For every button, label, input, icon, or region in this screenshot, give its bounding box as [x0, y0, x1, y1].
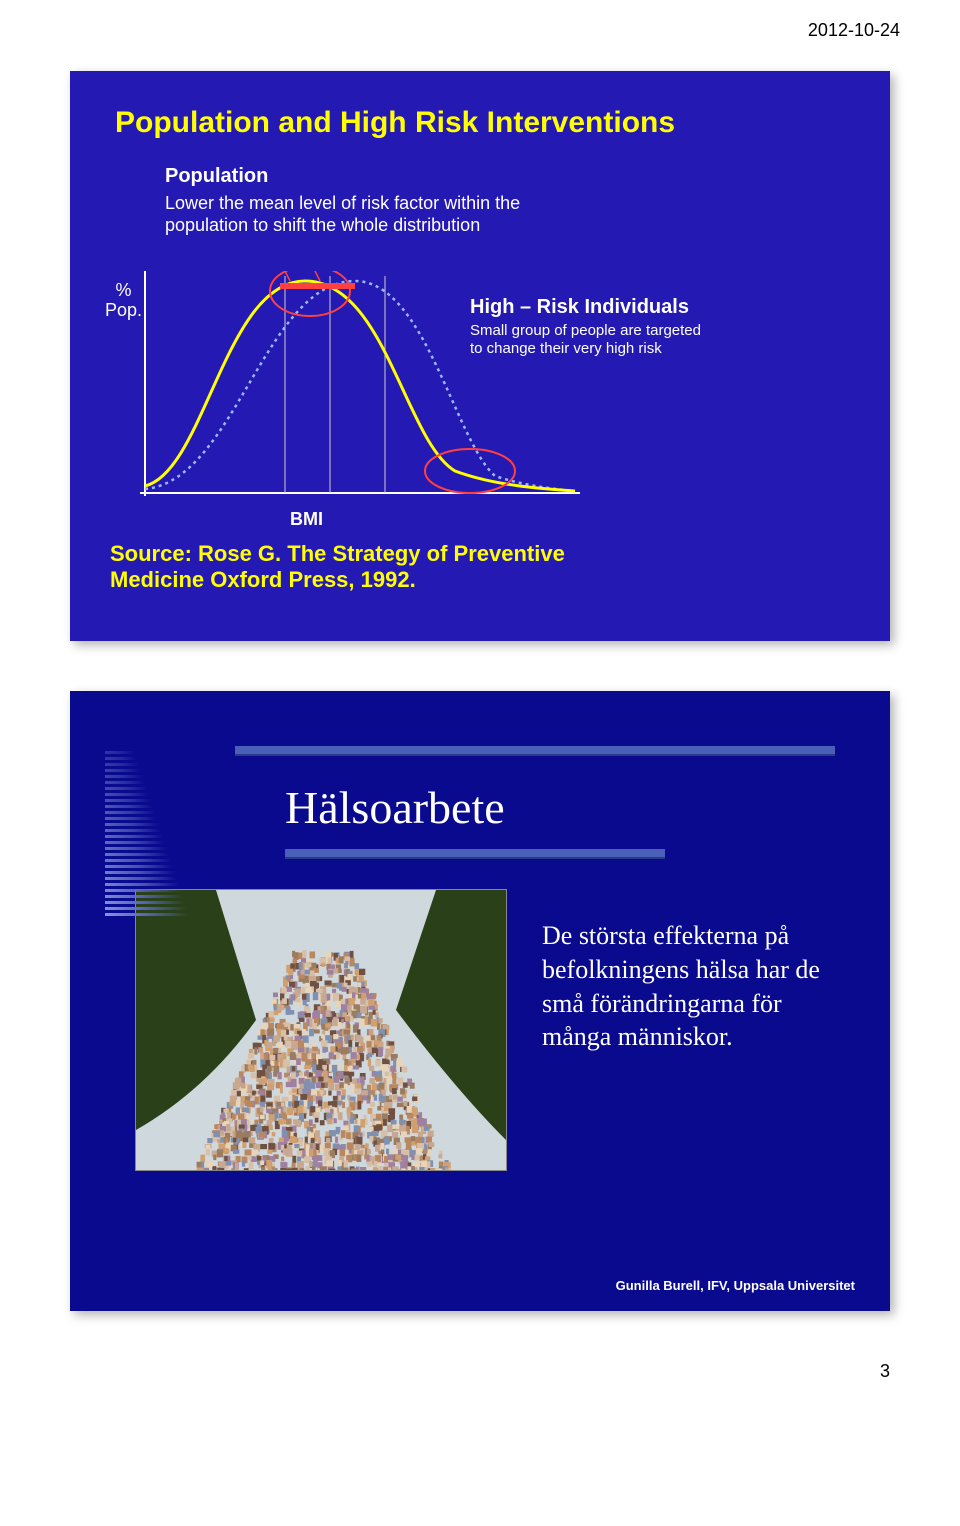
- crowd-image: [135, 889, 507, 1171]
- high-risk-block: High – Risk Individuals Small group of p…: [470, 296, 830, 358]
- slide-1: Population and High Risk Interventions P…: [70, 71, 890, 641]
- slide1-population-text2: population to shift the whole distributi…: [165, 215, 855, 237]
- slide2-footer: Gunilla Burell, IFV, Uppsala Universitet: [616, 1278, 855, 1293]
- title-bar-top: [235, 746, 835, 756]
- high-risk-text2: to change their very high risk: [470, 340, 830, 358]
- slide2-title: Hälsoarbete: [285, 781, 855, 834]
- slide-2: Hälsoarbete De största effekterna på bef…: [70, 691, 890, 1311]
- decorative-stripes: [105, 751, 185, 919]
- slide2-body-text: De största effekterna på befolkningens h…: [542, 919, 855, 1171]
- title-bar-bottom: [285, 849, 665, 859]
- source-text: Source: Rose G. The Strategy of Preventi…: [110, 541, 565, 594]
- bmi-label: BMI: [290, 509, 323, 530]
- slide1-population-label: Population: [165, 165, 855, 188]
- page-number: 3: [60, 1361, 900, 1382]
- slide1-population-text1: Lower the mean level of risk factor with…: [165, 193, 855, 215]
- high-risk-title: High – Risk Individuals: [470, 296, 830, 319]
- slide1-title: Population and High Risk Interventions: [115, 106, 855, 140]
- high-risk-text1: Small group of people are targeted: [470, 322, 830, 340]
- date-header: 2012-10-24: [60, 20, 900, 41]
